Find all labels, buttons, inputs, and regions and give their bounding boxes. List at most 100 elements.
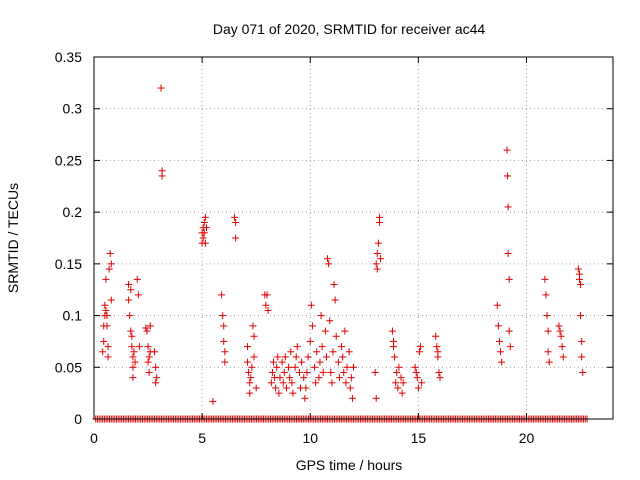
- data-point: [218, 291, 226, 299]
- x-tick-label: 10: [302, 430, 318, 446]
- data-point: [101, 301, 109, 309]
- data-point: [332, 332, 340, 340]
- data-point: [250, 332, 258, 340]
- y-tick-label: 0.2: [63, 204, 83, 220]
- data-point: [201, 213, 209, 221]
- data-point: [313, 348, 321, 356]
- data-point: [144, 343, 152, 351]
- data-point: [559, 353, 567, 361]
- data-point: [232, 234, 240, 242]
- y-tick-label: 0.15: [55, 256, 82, 272]
- data-point: [414, 384, 422, 392]
- data-point: [202, 224, 210, 232]
- data-point: [493, 301, 501, 309]
- data-point: [434, 353, 442, 361]
- data-point: [200, 229, 208, 237]
- data-point: [373, 265, 381, 273]
- data-point: [102, 306, 110, 314]
- data-point: [317, 312, 325, 320]
- data-point: [577, 312, 585, 320]
- data-point: [394, 384, 402, 392]
- data-point: [390, 343, 398, 351]
- data-point: [397, 374, 405, 382]
- data-point: [295, 368, 303, 376]
- data-point: [143, 327, 151, 335]
- data-point: [417, 343, 425, 351]
- data-point: [392, 379, 400, 387]
- data-point: [342, 379, 350, 387]
- data-point: [411, 363, 419, 371]
- data-point: [151, 348, 159, 356]
- data-point: [103, 322, 111, 330]
- y-tick-label: 0.05: [55, 359, 82, 375]
- data-points-layer: [92, 84, 591, 423]
- data-point: [126, 312, 134, 320]
- grid-layer: [94, 57, 613, 419]
- data-point: [302, 384, 310, 392]
- data-point: [219, 312, 227, 320]
- data-point: [541, 275, 549, 283]
- data-point: [135, 343, 143, 351]
- data-point: [107, 260, 115, 268]
- chart-title: Day 071 of 2020, SRMTID for receiver ac4…: [213, 21, 486, 37]
- data-point: [220, 322, 228, 330]
- data-point: [415, 348, 423, 356]
- data-point: [288, 379, 296, 387]
- data-point: [301, 394, 309, 402]
- data-point: [348, 394, 356, 402]
- data-point: [292, 353, 300, 361]
- data-point: [347, 374, 355, 382]
- data-point: [130, 348, 138, 356]
- data-point: [267, 379, 275, 387]
- data-point: [395, 363, 403, 371]
- data-point: [505, 275, 513, 283]
- data-point: [413, 374, 421, 382]
- data-point: [263, 291, 271, 299]
- data-point: [249, 322, 257, 330]
- data-point: [308, 322, 316, 330]
- data-point: [127, 286, 135, 294]
- data-point: [505, 327, 513, 335]
- data-point: [278, 358, 286, 366]
- data-point: [328, 379, 336, 387]
- data-point: [338, 343, 346, 351]
- data-point: [544, 348, 552, 356]
- data-point: [152, 363, 160, 371]
- data-point: [279, 379, 287, 387]
- data-point: [134, 291, 142, 299]
- data-point: [578, 337, 586, 345]
- data-point: [200, 218, 208, 226]
- data-point: [503, 172, 511, 180]
- data-point: [157, 84, 165, 92]
- data-point: [129, 353, 137, 361]
- data-point: [371, 368, 379, 376]
- data-point: [153, 374, 161, 382]
- data-point: [398, 389, 406, 397]
- data-point: [105, 265, 113, 273]
- data-point: [555, 322, 563, 330]
- data-point: [221, 358, 229, 366]
- plot-frame: [93, 56, 614, 420]
- axis-ticks-layer: 0 0.05 0.1 0.15 0.2 0.25 0.3 0.35 0 5 10 15 20: [55, 49, 613, 446]
- data-point: [497, 348, 505, 356]
- data-point: [300, 374, 308, 382]
- data-point: [340, 368, 348, 376]
- data-point: [244, 358, 252, 366]
- data-point: [102, 275, 110, 283]
- data-point: [325, 260, 333, 268]
- data-point: [145, 368, 153, 376]
- y-axis-label: SRMTID / TECUs: [5, 183, 21, 293]
- data-point: [543, 312, 551, 320]
- data-point: [335, 374, 343, 382]
- data-point: [287, 348, 295, 356]
- data-point: [558, 343, 566, 351]
- data-point: [334, 358, 342, 366]
- data-point: [324, 255, 332, 263]
- data-point: [221, 348, 229, 356]
- data-point: [106, 250, 114, 258]
- data-point: [494, 322, 502, 330]
- data-point: [327, 368, 335, 376]
- data-point: [146, 322, 154, 330]
- data-point: [326, 317, 334, 325]
- data-point: [391, 353, 399, 361]
